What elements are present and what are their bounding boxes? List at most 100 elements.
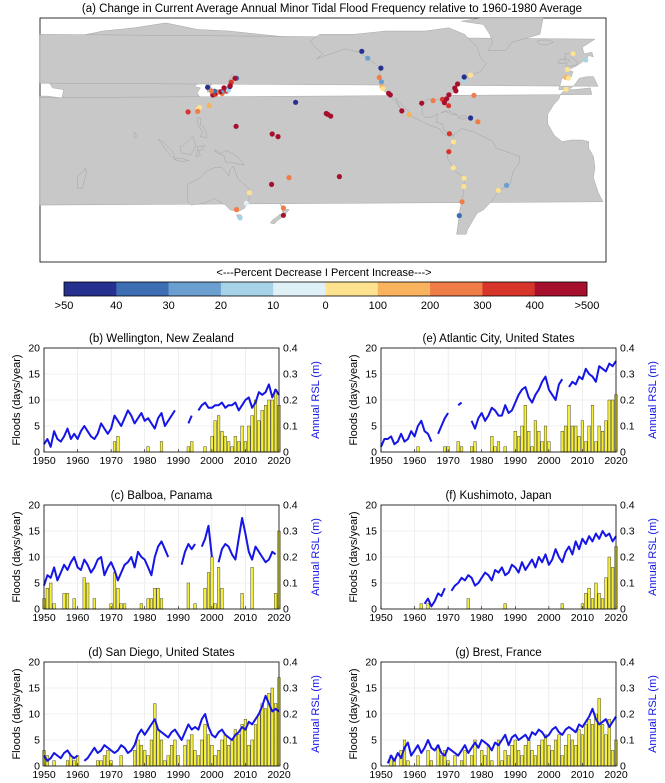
colorbar-segment	[430, 282, 483, 296]
flood-bar	[193, 750, 197, 767]
rsl-line	[437, 412, 449, 435]
rsl-line	[450, 530, 617, 592]
x-tick-label: 1980	[133, 612, 157, 624]
station-marker	[570, 51, 576, 57]
sulawesi-landmass	[195, 145, 206, 158]
flood-bar	[223, 436, 227, 453]
y-right-tick-label: 0.3	[283, 369, 298, 381]
station-marker	[237, 215, 243, 221]
station-marker	[280, 212, 286, 218]
sri-lanka-landmass	[133, 131, 138, 139]
rsl-line	[200, 524, 213, 558]
y-left-tick-label: 15	[28, 526, 40, 538]
plot-frame	[380, 347, 617, 453]
y-left-tick-label: 20	[28, 500, 40, 512]
x-tick-label: 2000	[537, 769, 561, 781]
flood-bar	[264, 708, 268, 767]
colorbar-label: 200	[421, 300, 439, 312]
x-tick-label: 1980	[470, 455, 494, 467]
flood-bar	[540, 441, 544, 453]
station-marker	[378, 65, 384, 71]
flood-bar	[513, 739, 517, 767]
flood-bar	[230, 446, 234, 453]
flood-bar	[611, 399, 615, 453]
station-marker	[205, 84, 211, 90]
station-marker	[359, 48, 365, 54]
y-left-tick-label: 15	[28, 683, 40, 695]
colorbar-segment	[64, 282, 117, 296]
y-right-tick-label: 0.4	[620, 657, 635, 669]
hispaniola-landmass	[457, 115, 468, 120]
flood-bar	[567, 734, 571, 767]
flood-bar	[213, 603, 217, 610]
x-tick-label: 1960	[403, 612, 427, 624]
x-tick-label: 1990	[504, 612, 528, 624]
rsl-line	[197, 383, 280, 412]
y-right-tick-label: 0.2	[283, 552, 298, 564]
flood-bar	[587, 588, 591, 610]
flood-bar	[92, 598, 96, 610]
flood-bar	[203, 724, 207, 767]
flood-bar	[220, 739, 224, 767]
y-right-tick-label: 0.2	[283, 709, 298, 721]
flood-bar	[601, 598, 605, 610]
y-right-tick-label: 0.1	[620, 735, 635, 747]
flood-bar	[510, 745, 514, 767]
y-left-tick-label: 10	[28, 552, 40, 564]
colorbar-label: 30	[162, 300, 174, 312]
x-tick-label: 1990	[167, 769, 191, 781]
x-tick-label: 1950	[369, 455, 393, 467]
flood-bar	[186, 739, 190, 767]
x-tick-label: 2020	[604, 769, 628, 781]
y-right-tick-label: 0.2	[620, 552, 635, 564]
flood-bar	[267, 399, 271, 453]
y-right-tick-label: 0	[620, 447, 626, 459]
rsl-line	[83, 694, 280, 762]
x-tick-label: 1960	[403, 455, 427, 467]
y-right-tick-label: 0.4	[620, 500, 635, 512]
colorbar-label: 400	[526, 300, 544, 312]
flood-bar	[149, 598, 153, 610]
flood-bar	[203, 446, 207, 453]
flood-bar	[250, 415, 254, 453]
flood-bar	[217, 415, 221, 453]
flood-bar	[264, 405, 268, 453]
y-right-tick-label: 0.3	[620, 526, 635, 538]
flood-bar	[560, 755, 564, 767]
flood-bar	[473, 441, 477, 453]
flood-bar	[570, 739, 574, 767]
x-tick-label: 2010	[234, 612, 258, 624]
y-left-tick-label: 5	[34, 421, 40, 433]
colorbar-segment	[116, 282, 169, 296]
rsl-line	[470, 375, 564, 430]
flood-bar	[597, 593, 601, 610]
station-marker	[380, 86, 386, 92]
station-marker	[246, 190, 252, 196]
y-left-tick-label: 0	[371, 761, 377, 773]
colorbar-label: 40	[110, 300, 122, 312]
colorbar-segment	[325, 282, 379, 296]
station-marker	[446, 92, 452, 98]
station-marker	[232, 75, 238, 81]
flood-bar	[139, 745, 143, 767]
flood-bar	[123, 603, 127, 610]
flood-bar	[466, 598, 470, 610]
flood-bar	[213, 755, 217, 767]
y-right-tick-label: 0	[620, 604, 626, 616]
station-marker	[233, 207, 240, 213]
flood-bar	[426, 750, 430, 767]
flood-bar	[453, 755, 457, 767]
greenland-landmass	[461, 17, 544, 51]
flood-bar	[584, 593, 588, 610]
x-tick-label: 1950	[369, 769, 393, 781]
station-marker	[221, 85, 227, 91]
flood-bar	[426, 603, 430, 610]
plot-frame	[380, 504, 617, 610]
station-marker	[565, 75, 571, 81]
station-marker	[444, 96, 450, 102]
flood-bar	[72, 598, 76, 610]
station-marker	[269, 181, 275, 187]
flood-bar	[190, 441, 194, 453]
flood-bar	[156, 588, 160, 610]
colorbar-label: 0	[322, 300, 328, 312]
